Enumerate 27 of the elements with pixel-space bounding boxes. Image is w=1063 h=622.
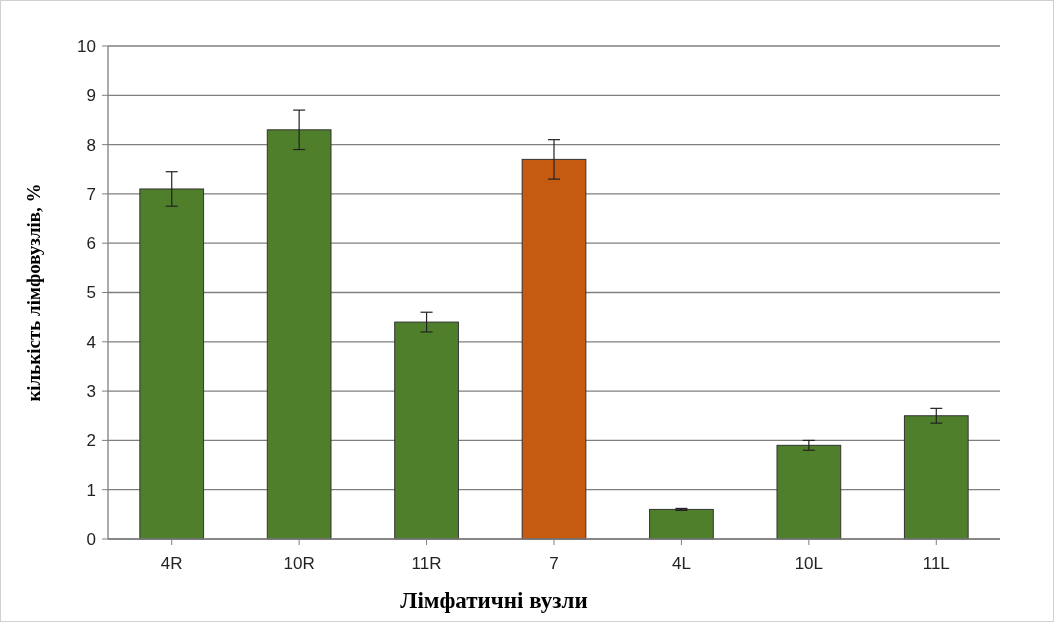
- bar: [521, 158, 587, 540]
- y-tick-label: 7: [86, 184, 96, 204]
- y-tick-label: 0: [86, 529, 96, 549]
- bar: [649, 508, 714, 540]
- x-tick-label: 11L: [922, 554, 950, 573]
- bar: [139, 188, 205, 540]
- bar: [394, 321, 459, 540]
- bar: [266, 129, 332, 540]
- y-tick-label: 8: [86, 135, 96, 155]
- x-tick-label: 4L: [671, 554, 691, 573]
- bar: [903, 415, 969, 540]
- x-tick-label: 10R: [283, 554, 315, 573]
- x-axis-title: Лімфатичні вузли: [400, 588, 588, 613]
- y-axis-title: кількість лімфовузлів, %: [23, 183, 44, 402]
- y-tick-label: 10: [77, 36, 96, 56]
- x-tick-label: 10L: [794, 554, 824, 573]
- y-tick-label: 3: [86, 382, 96, 402]
- y-tick-label: 5: [86, 283, 96, 303]
- y-tick-label: 9: [86, 86, 96, 106]
- y-tick-label: 4: [86, 332, 96, 352]
- x-tick-label: 11R: [411, 554, 442, 573]
- bar: [776, 444, 842, 540]
- y-tick-label: 1: [86, 480, 96, 500]
- y-tick-label: 2: [86, 431, 96, 451]
- y-tick-label: 6: [86, 234, 96, 254]
- x-tick-label: 4R: [160, 554, 183, 573]
- x-tick-label: 7: [549, 554, 559, 573]
